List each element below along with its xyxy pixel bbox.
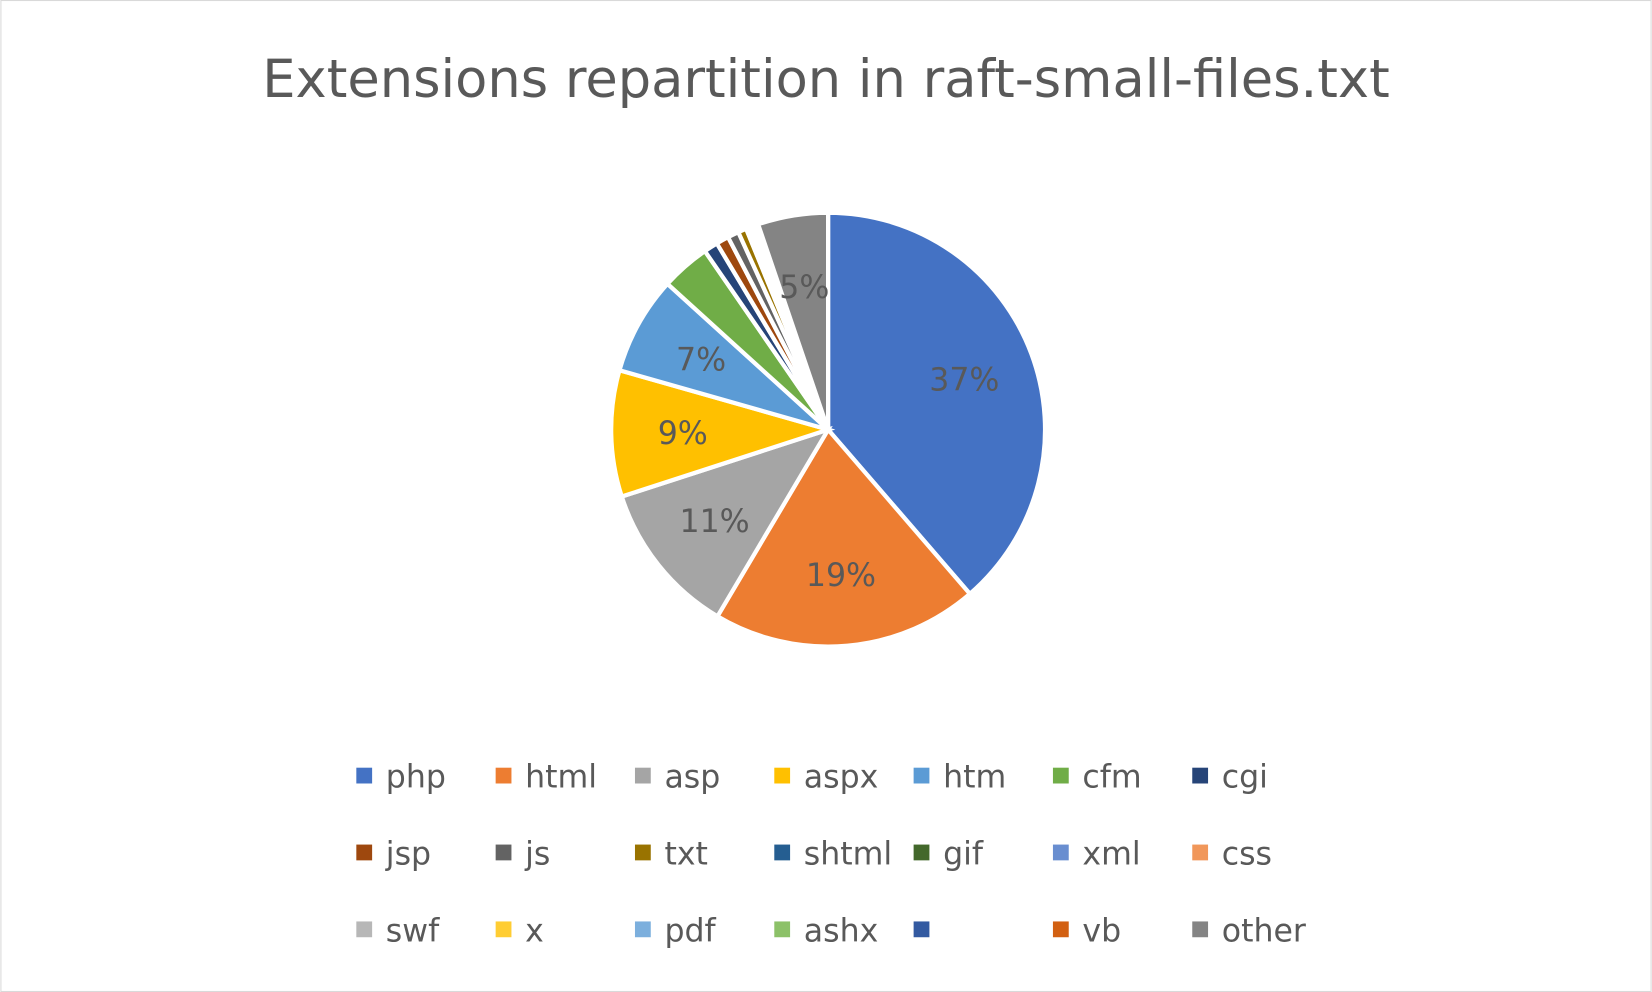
legend-label-pdf: pdf: [664, 913, 716, 949]
legend-label-txt: txt: [664, 837, 707, 873]
pie-slice-html: [714, 426, 973, 649]
legend-label-gif: gif: [943, 837, 984, 873]
data-label-htm: 7%: [676, 343, 726, 379]
legend-marker-aspx: [774, 767, 791, 784]
legend-label-other: other: [1222, 913, 1306, 949]
legend-marker-swf: [356, 921, 373, 938]
legend-marker-htm: [913, 767, 930, 784]
legend-label-html: html: [525, 760, 597, 796]
pie-slice-asp: [619, 425, 833, 620]
legend-marker-asp: [634, 767, 651, 784]
legend-marker-vb: [1052, 921, 1069, 938]
legend-marker-ashx: [774, 921, 791, 938]
chart-title: Extensions repartition in raft-small-fil…: [262, 49, 1389, 110]
legend-label-js: js: [524, 837, 550, 873]
legend-marker-jsp: [356, 844, 373, 861]
legend-marker-unnamed: [913, 921, 930, 938]
legend-label-vb: vb: [1082, 913, 1121, 949]
data-label-other: 5%: [779, 270, 829, 306]
legend-marker-css: [1192, 844, 1209, 861]
data-label-php: 37%: [929, 363, 999, 399]
legend-marker-php: [356, 767, 373, 784]
legend-label-jsp: jsp: [385, 837, 431, 873]
pie-slice-php: [826, 210, 1048, 597]
legend-label-asp: asp: [664, 760, 720, 796]
legend-marker-other: [1192, 921, 1209, 938]
legend-marker-gif: [913, 844, 930, 861]
legend-marker-txt: [634, 844, 651, 861]
data-label-html: 19%: [806, 558, 876, 594]
pie-slices: [609, 210, 1048, 649]
legend-label-aspx: aspx: [804, 760, 879, 796]
legend-marker-xml: [1052, 844, 1069, 861]
legend-label-cgi: cgi: [1222, 760, 1268, 796]
legend-label-x: x: [525, 913, 544, 949]
legend-label-xml: xml: [1082, 837, 1140, 873]
legend-label-ashx: ashx: [804, 913, 879, 949]
legend-marker-pdf: [634, 921, 651, 938]
legend-label-cfm: cfm: [1082, 760, 1141, 796]
legend-label-shtml: shtml: [804, 837, 892, 873]
legend-marker-cgi: [1192, 767, 1209, 784]
legend-label-php: php: [386, 760, 446, 796]
legend: php html asp aspx htm cfm cgi jsp js txt shtml gif x…: [356, 760, 1306, 949]
legend-marker-shtml: [774, 844, 791, 861]
data-labels: 37% 19% 11% 9% 7% 5%: [658, 270, 1000, 594]
legend-label-htm: htm: [943, 760, 1006, 796]
data-label-aspx: 9%: [658, 416, 708, 452]
legend-marker-js: [495, 844, 512, 861]
pie-slice-other: [755, 210, 831, 431]
legend-marker-html: [495, 767, 512, 784]
legend-marker-cfm: [1052, 767, 1069, 784]
legend-label-swf: swf: [386, 913, 440, 949]
legend-marker-x: [495, 921, 512, 938]
legend-label-css: css: [1222, 837, 1272, 873]
pie-slice-aspx: [609, 367, 836, 500]
data-label-asp: 11%: [680, 504, 750, 540]
